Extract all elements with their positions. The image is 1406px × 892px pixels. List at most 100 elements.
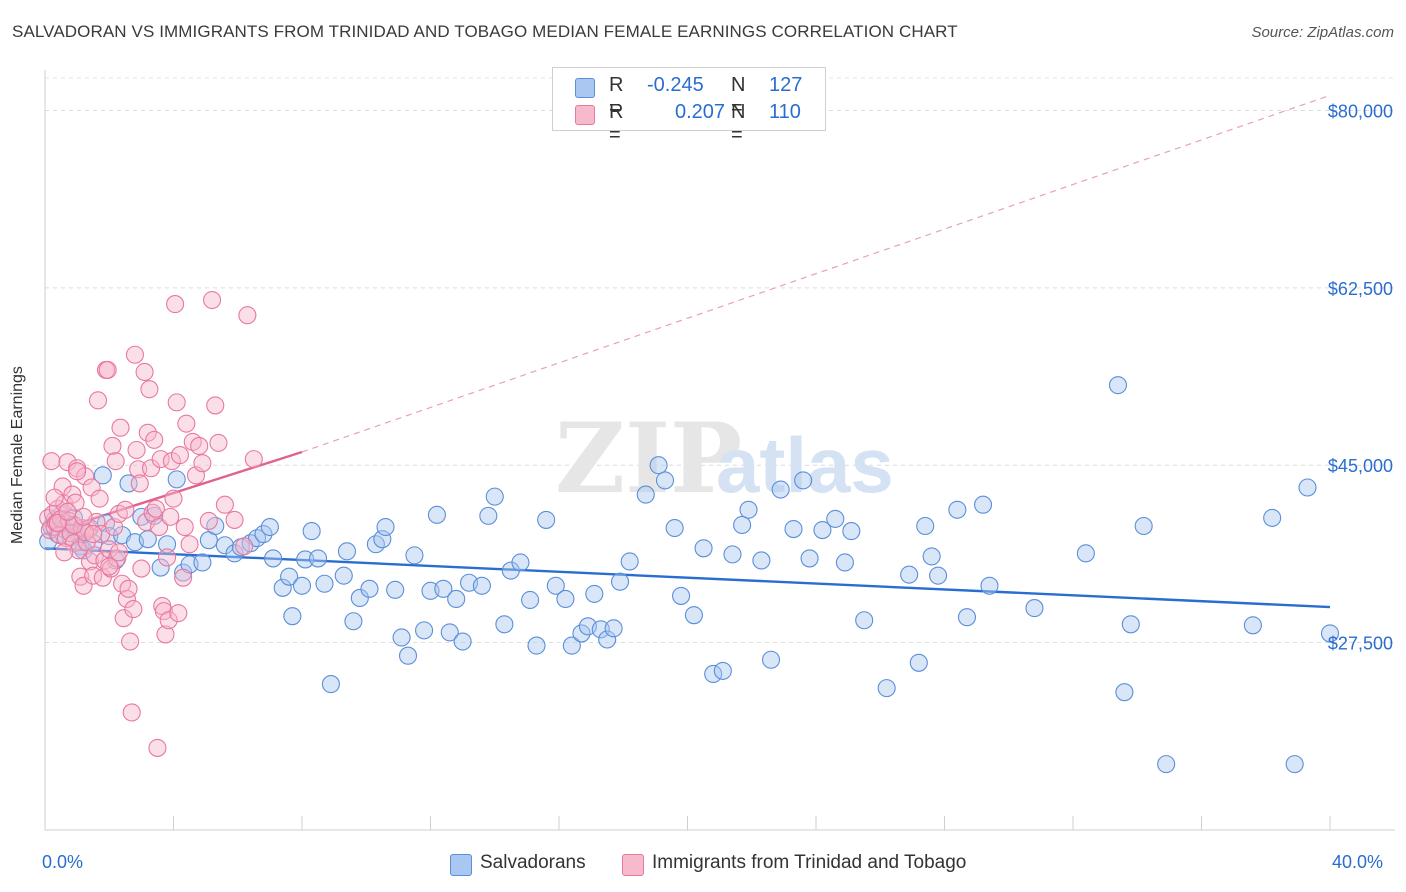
salvadoran-point bbox=[752, 551, 771, 570]
trinidad-point bbox=[129, 460, 148, 479]
bottom-legend-label-trinidad: Immigrants from Trinidad and Tobago bbox=[652, 852, 967, 873]
legend-n-value: 127 bbox=[769, 74, 803, 96]
salvadoran-point bbox=[655, 471, 675, 490]
legend-swatch-trinidad bbox=[575, 105, 595, 125]
salvadoran-point bbox=[585, 584, 604, 603]
trinidad-point bbox=[149, 517, 169, 537]
trinidad-point bbox=[135, 362, 154, 382]
salvadoran-point bbox=[1076, 544, 1095, 563]
salvadoran-point bbox=[350, 588, 369, 607]
salvadoran-point bbox=[877, 679, 896, 698]
trinidad-point bbox=[190, 436, 209, 455]
salvadoran-point bbox=[398, 646, 418, 665]
trinidad-point bbox=[146, 499, 165, 518]
trinidad-point bbox=[175, 517, 194, 537]
trinidad-point bbox=[164, 489, 183, 508]
salvadoran-point bbox=[495, 615, 514, 634]
salvadoran-point bbox=[344, 612, 363, 631]
salvadoran-point bbox=[479, 506, 498, 525]
trinidad-point bbox=[166, 295, 185, 314]
salvadoran-point bbox=[916, 516, 935, 536]
salvadoran-point bbox=[273, 578, 292, 597]
salvadoran-point bbox=[1243, 616, 1262, 635]
trinidad-point bbox=[151, 450, 170, 469]
trinidad-point bbox=[103, 436, 122, 455]
trinidad-point bbox=[161, 507, 180, 526]
trinidad-point bbox=[140, 380, 159, 399]
x-axis-right-label: 40.0% bbox=[1332, 852, 1384, 872]
salvadoran-point bbox=[636, 485, 655, 504]
salvadoran-point bbox=[957, 608, 977, 627]
salvadoran-point bbox=[334, 566, 353, 585]
salvadoran-point bbox=[427, 505, 446, 524]
salvadoran-point bbox=[440, 623, 459, 642]
salvadoran-point bbox=[694, 539, 713, 558]
watermark: ZIP atlas bbox=[555, 402, 894, 515]
salvadoran-point bbox=[434, 579, 453, 598]
trinidad-point bbox=[174, 568, 193, 587]
salvadoran-point bbox=[620, 552, 639, 571]
salvadoran-point bbox=[447, 589, 466, 609]
salvadoran-point bbox=[684, 606, 703, 625]
salvadoran-point bbox=[733, 515, 752, 535]
y-tick-label: $62,500 bbox=[1328, 279, 1393, 299]
trinidad-point bbox=[159, 611, 178, 630]
bottom-legend-swatch-trinidad bbox=[622, 854, 644, 876]
salvadoran-trend-line bbox=[44, 547, 1331, 609]
trinidad-point bbox=[90, 489, 109, 508]
salvadoran-point bbox=[604, 619, 623, 638]
trinidad-point bbox=[109, 543, 128, 562]
trinidad-point bbox=[154, 602, 173, 621]
trinidad-point bbox=[244, 450, 263, 469]
salvadoran-point bbox=[1121, 615, 1140, 634]
salvadoran-point bbox=[537, 510, 556, 529]
trinidad-point bbox=[145, 430, 164, 449]
trinidad-point bbox=[177, 414, 196, 433]
trinidad-point bbox=[68, 462, 87, 481]
trinidad-point bbox=[203, 290, 222, 310]
y-tick-label: $80,000 bbox=[1328, 102, 1393, 122]
y-tick-labels: $27,500 $45,000 $62,500 $80,000 bbox=[1328, 102, 1393, 654]
salvadoran-point bbox=[1157, 755, 1176, 774]
salvadoran-point bbox=[309, 549, 328, 568]
trinidad-point bbox=[88, 391, 108, 410]
trinidad-point bbox=[148, 738, 167, 757]
bottom-legend-swatch-salvadorans bbox=[450, 854, 472, 876]
salvadoran-point bbox=[546, 576, 565, 595]
legend-r-value: -0.245 bbox=[647, 74, 704, 96]
trinidad-point bbox=[58, 453, 77, 472]
trinidad-point bbox=[209, 433, 228, 452]
salvadoran-point bbox=[591, 620, 610, 639]
trinidad-point bbox=[199, 511, 218, 530]
trinidad-point bbox=[100, 557, 119, 576]
trinidad-point bbox=[84, 525, 103, 544]
salvadoran-point bbox=[1115, 683, 1134, 702]
salvadoran-point bbox=[842, 522, 861, 541]
source-label: Source: ZipAtlas.com bbox=[1251, 24, 1394, 41]
salvadoran-point bbox=[826, 509, 845, 528]
salvadoran-point bbox=[598, 630, 617, 649]
salvadoran-point bbox=[254, 525, 273, 544]
salvadoran-point bbox=[453, 632, 472, 651]
salvadoran-point bbox=[321, 675, 340, 694]
trinidad-point bbox=[125, 345, 144, 364]
salvadoran-point bbox=[151, 558, 170, 577]
salvadoran-point bbox=[794, 471, 813, 490]
salvadoran-point bbox=[900, 565, 919, 584]
trinidad-point bbox=[130, 474, 149, 493]
trinidad-point bbox=[106, 452, 125, 471]
salvadoran-point bbox=[292, 576, 312, 595]
salvadoran-point bbox=[610, 572, 630, 591]
bottom-legend-label-salvadorans: Salvadorans bbox=[480, 852, 586, 873]
legend-n-label: N = bbox=[731, 101, 746, 146]
salvadoran-point bbox=[704, 664, 723, 683]
salvadoran-point bbox=[761, 650, 781, 669]
salvadoran-point bbox=[264, 549, 283, 568]
salvadoran-point bbox=[929, 566, 948, 585]
salvadoran-point bbox=[415, 621, 434, 640]
axes bbox=[44, 70, 1395, 831]
data-points bbox=[39, 290, 1340, 774]
salvadoran-point bbox=[813, 521, 832, 540]
salvadoran-point bbox=[1108, 376, 1128, 395]
